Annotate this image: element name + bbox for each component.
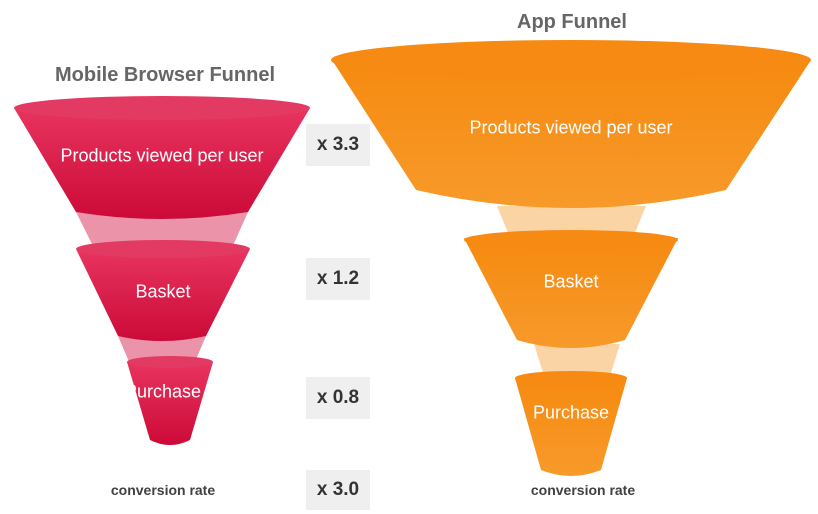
multiplier-purchase: x 0.8 [306, 377, 370, 419]
mobile-stage-label-basket: Basket [135, 281, 191, 302]
mobile-conversion-label: conversion rate [110, 482, 216, 498]
multiplier-basket: x 1.2 [306, 258, 370, 300]
app-stage-basket [464, 230, 678, 348]
app-stage-label-products: Products viewed per user [469, 117, 673, 138]
multiplier-products: x 3.3 [306, 124, 370, 166]
app-stage-products [331, 40, 811, 208]
app-stage-label-purchase: Purchase [532, 402, 610, 423]
app-stage-purchase [515, 371, 627, 476]
mobile-stage-basket [76, 240, 250, 341]
mobile-stage-purchase [127, 356, 213, 445]
app-conversion-label: conversion rate [530, 482, 636, 498]
multiplier-conversion: x 3.0 [306, 470, 370, 510]
mobile-stage-products [14, 96, 310, 219]
app-connector-2 [534, 344, 620, 376]
app-stage-label-basket: Basket [543, 271, 599, 292]
mobile-stage-label-products: Products viewed per user [60, 145, 264, 166]
app-funnel-title: App Funnel [517, 11, 627, 33]
mobile-connector-1 [76, 212, 248, 250]
mobile-funnel-title: Mobile Browser Funnel [54, 64, 276, 86]
mobile-stage-label-purchase: Purchase [124, 381, 202, 402]
